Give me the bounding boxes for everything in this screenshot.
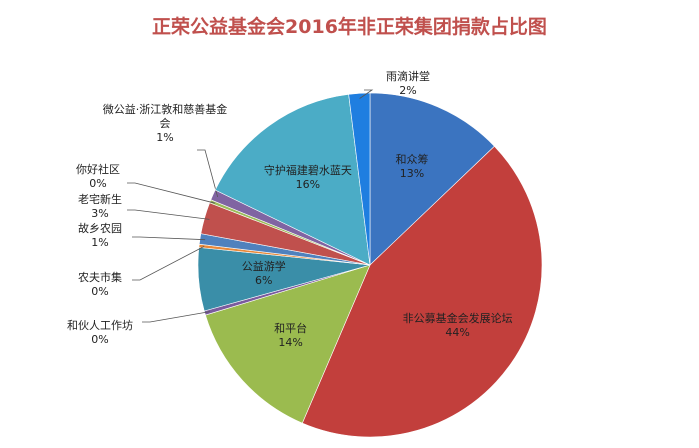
label-text: 守护福建碧水蓝天 — [263, 164, 352, 178]
category-label: 和伙人工作坊 0% — [67, 319, 133, 347]
pie-slice — [301, 145, 543, 438]
category-label: 农夫市集 0% — [78, 271, 122, 299]
label-text: 和伙人工作坊 — [67, 319, 133, 332]
percent-label: 0% — [91, 285, 109, 298]
category-label: 和平台 14% — [274, 322, 307, 350]
leader-line — [127, 182, 216, 204]
pie-slice — [348, 92, 371, 266]
label-text: 和平台 — [274, 322, 308, 336]
label-text: 你好社区 — [76, 163, 120, 176]
percent-label: 1% — [91, 236, 109, 249]
leader-line — [142, 311, 210, 323]
category-label: 故乡农园 1% — [78, 222, 122, 250]
percent-label: 6% — [255, 273, 273, 287]
label-text: 雨滴讲堂 — [386, 70, 430, 83]
category-label: 老宅新生 3% — [78, 193, 122, 221]
category-label: 非公募基金会发展论坛 44% — [403, 312, 513, 340]
percent-label: 44% — [445, 325, 470, 339]
leader-line — [132, 246, 205, 281]
leader-line — [132, 236, 206, 241]
pie-slice — [205, 264, 371, 424]
percent-label: 13% — [399, 166, 425, 180]
label-text: 微公益·浙江敦和慈善基金会 — [102, 103, 228, 130]
percent-label: 3% — [91, 207, 109, 220]
category-label: 你好社区 0% — [76, 163, 120, 191]
label-text: 老宅新生 — [78, 193, 122, 206]
pie-slice — [369, 92, 495, 266]
category-label: 雨滴讲堂 2% — [386, 70, 430, 98]
percent-label: 2% — [399, 84, 417, 97]
percent-label: 16% — [295, 178, 321, 192]
leader-line — [197, 149, 219, 198]
label-text: 农夫市集 — [78, 271, 122, 284]
percent-label: 0% — [89, 177, 107, 190]
percent-label: 1% — [156, 131, 174, 144]
category-label: 守护福建碧水蓝天 16% — [264, 164, 352, 192]
chart-title: 正荣公益基金会2016年非正荣集团捐款占比图 — [152, 16, 547, 38]
label-text: 非公募基金会发展论坛 — [402, 311, 513, 325]
label-text: 和众筹 — [395, 152, 429, 166]
leader-line — [127, 209, 210, 220]
pie-slice — [214, 93, 371, 266]
label-text: 公益游学 — [241, 259, 286, 273]
label-text: 故乡农园 — [78, 222, 122, 235]
category-label: 和众筹 13% — [395, 153, 428, 181]
leader-line — [359, 89, 374, 99]
percent-label: 14% — [278, 336, 303, 350]
category-label: 微公益·浙江敦和慈善基金会 1% — [100, 103, 230, 145]
percent-label: 0% — [91, 333, 109, 346]
category-label: 公益游学 6% — [242, 260, 286, 288]
